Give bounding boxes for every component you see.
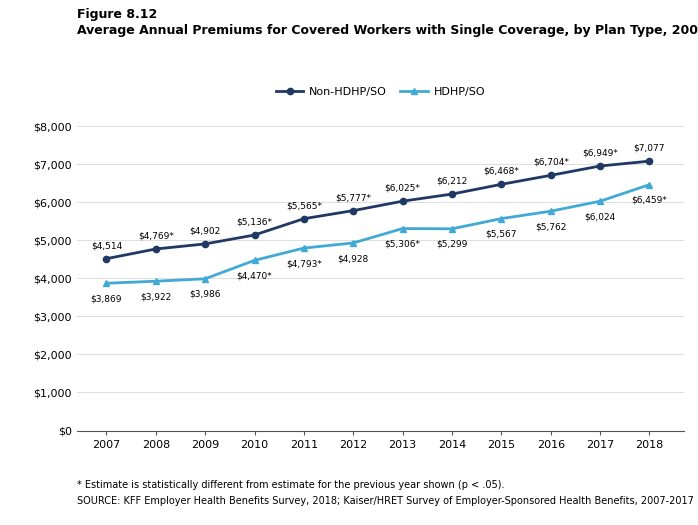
Text: $3,869: $3,869 xyxy=(91,295,122,303)
Text: $3,922: $3,922 xyxy=(140,292,172,301)
Text: $5,762: $5,762 xyxy=(535,222,566,232)
Text: $4,514: $4,514 xyxy=(91,242,122,250)
Text: $5,567: $5,567 xyxy=(486,230,517,239)
Text: $5,565*: $5,565* xyxy=(286,202,322,211)
Text: $6,704*: $6,704* xyxy=(533,158,569,167)
Text: $5,306*: $5,306* xyxy=(385,239,421,249)
Text: $4,793*: $4,793* xyxy=(286,259,322,268)
Text: $4,470*: $4,470* xyxy=(237,271,272,280)
Text: $4,769*: $4,769* xyxy=(138,232,174,240)
Text: $6,459*: $6,459* xyxy=(632,196,667,205)
Text: $6,025*: $6,025* xyxy=(385,184,421,193)
Text: Figure 8.12: Figure 8.12 xyxy=(77,8,157,21)
Text: $6,024: $6,024 xyxy=(584,212,616,222)
Text: $5,777*: $5,777* xyxy=(335,193,371,202)
Text: $6,468*: $6,468* xyxy=(484,167,519,176)
Text: $5,299: $5,299 xyxy=(436,240,468,249)
Text: $6,212: $6,212 xyxy=(436,177,468,186)
Text: Average Annual Premiums for Covered Workers with Single Coverage, by Plan Type, : Average Annual Premiums for Covered Work… xyxy=(77,24,698,37)
Text: $7,077: $7,077 xyxy=(634,144,665,153)
Text: $4,902: $4,902 xyxy=(190,227,221,236)
Text: * Estimate is statistically different from estimate for the previous year shown : * Estimate is statistically different fr… xyxy=(77,480,504,490)
Text: $5,136*: $5,136* xyxy=(237,218,272,227)
Text: SOURCE: KFF Employer Health Benefits Survey, 2018; Kaiser/HRET Survey of Employe: SOURCE: KFF Employer Health Benefits Sur… xyxy=(77,496,694,506)
Text: $4,928: $4,928 xyxy=(338,254,369,263)
Text: $3,986: $3,986 xyxy=(189,290,221,299)
Text: $6,949*: $6,949* xyxy=(582,149,618,158)
Legend: Non-HDHP/SO, HDHP/SO: Non-HDHP/SO, HDHP/SO xyxy=(272,83,489,102)
